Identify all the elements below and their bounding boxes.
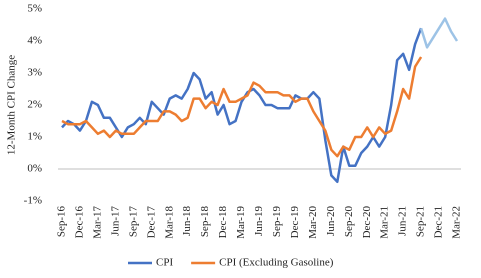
x-tick-label: Sep-21 [415,206,427,237]
x-tick-label: Jun-20 [325,206,337,236]
x-tick-label: Dec-19 [289,206,301,239]
x-tick-label: Mar-20 [307,206,319,239]
legend-label: CPI (Excluding Gasoline) [219,257,334,269]
series-line [61,27,423,184]
x-tick-label: Mar-17 [91,206,103,239]
x-tick-label: Jun-18 [181,206,193,236]
x-tick-label: Jun-19 [253,206,265,236]
x-tick-label: Mar-18 [163,206,175,239]
x-tick-label: Dec-20 [361,206,373,239]
y-axis-title: 12-Month CPI Change [6,55,18,155]
legend-label: CPI [156,257,173,269]
y-tick-label: 5% [27,3,42,15]
x-tick-label: Sep-16 [56,206,68,238]
x-tick-label: Mar-19 [235,206,247,239]
x-tick-label: Mar-22 [451,206,463,239]
x-tick-label: Sep-18 [199,206,211,238]
y-tick-label: 1% [27,131,42,143]
x-tick-label: Jun-21 [397,206,409,236]
x-tick-label: Mar-21 [379,206,391,239]
x-tick-label: Sep-17 [127,206,139,238]
x-tick-label: Dec-16 [73,206,85,239]
x-tick-label: Dec-21 [433,206,445,238]
x-tick-label: Jun-17 [109,206,121,236]
x-tick-label: Dec-18 [217,206,229,239]
y-tick-label: -1% [24,195,42,207]
y-tick-label: 3% [27,67,42,79]
series-line [61,56,423,158]
y-tick-label: 4% [27,35,42,47]
series-line [419,17,459,49]
x-tick-label: Sep-19 [271,206,283,238]
y-tick-label: 2% [27,99,42,111]
x-tick-label: Sep-20 [343,206,355,238]
x-tick-label: Dec-17 [145,206,157,239]
y-tick-label: 0% [27,163,42,175]
